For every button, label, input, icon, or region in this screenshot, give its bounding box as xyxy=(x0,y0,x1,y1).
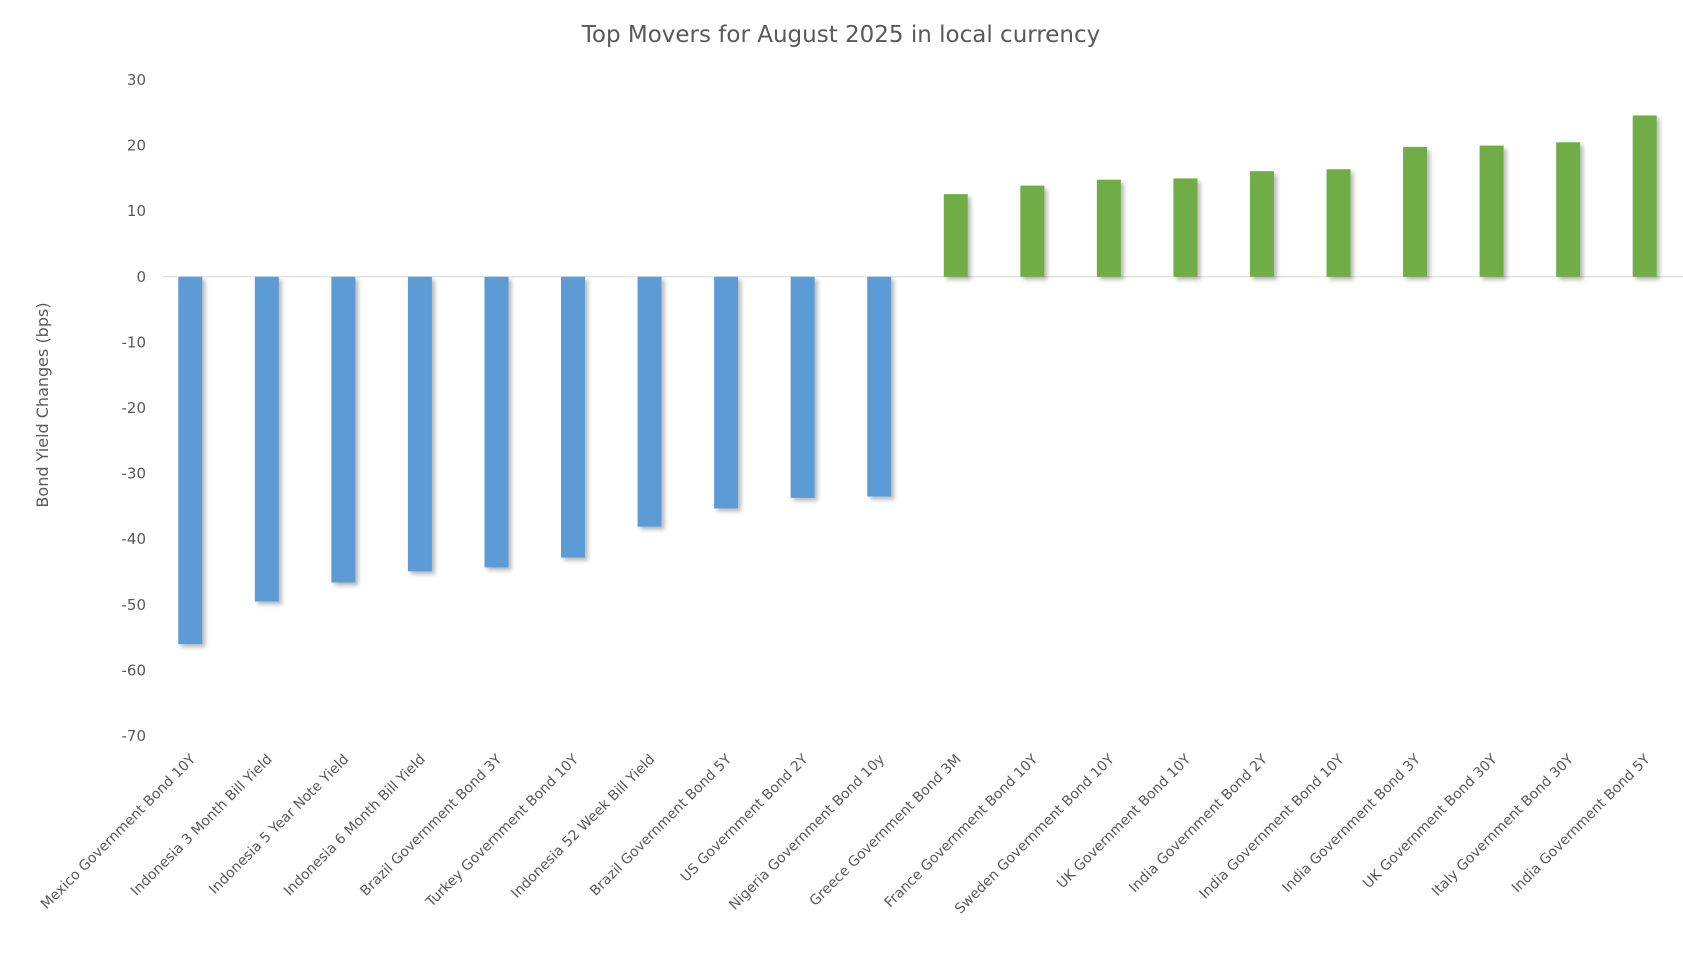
category-label: Italy Government Bond 30Y xyxy=(1429,751,1577,899)
y-tick-label: -10 xyxy=(122,333,147,351)
category-label: Indonesia 52 Week Bill Yield xyxy=(508,752,658,902)
bar xyxy=(1096,179,1121,277)
bar xyxy=(407,276,432,572)
category-label: UK Government Bond 30Y xyxy=(1360,751,1501,892)
y-tick-label: -70 xyxy=(122,727,147,745)
bar xyxy=(867,276,892,497)
bar xyxy=(1556,142,1581,277)
bar xyxy=(561,276,586,558)
bar xyxy=(1249,171,1274,277)
y-tick-label: 10 xyxy=(127,202,146,220)
bar xyxy=(943,194,968,277)
category-label: Brazil Government Bond 3Y xyxy=(357,751,505,899)
y-tick-label: -50 xyxy=(122,596,147,614)
category-label: Turkey Government Bond 10Y xyxy=(422,751,582,911)
bar xyxy=(1326,169,1351,277)
y-tick-label: -60 xyxy=(122,661,147,679)
bar xyxy=(331,276,356,583)
bar xyxy=(637,276,662,527)
category-label: Indonesia 3 Month Bill Yield xyxy=(128,752,276,900)
chart-title: Top Movers for August 2025 in local curr… xyxy=(581,22,1101,48)
y-tick-label: 20 xyxy=(127,137,146,155)
y-tick-label: 0 xyxy=(136,268,146,286)
bars-group xyxy=(178,115,1657,645)
y-tick-label: 30 xyxy=(127,71,146,89)
bar xyxy=(1479,145,1504,277)
category-label: France Government Bond 10Y xyxy=(882,751,1042,911)
y-tick-label: -30 xyxy=(122,465,147,483)
bar xyxy=(484,276,509,568)
category-label: Greece Government Bond 3M xyxy=(807,752,965,910)
category-label: India Government Bond 2Y xyxy=(1126,751,1271,896)
bar xyxy=(254,276,279,602)
bar xyxy=(1403,146,1428,277)
category-label: India Government Bond 10Y xyxy=(1197,751,1348,902)
bar xyxy=(1173,178,1198,277)
category-label: Indonesia 5 Year Note Yield xyxy=(206,752,352,898)
category-label: Nigeria Government Bond 10y xyxy=(726,752,888,914)
bar xyxy=(714,276,739,509)
category-label: Indonesia 6 Month Bill Yield xyxy=(281,752,429,900)
bar xyxy=(790,276,815,498)
bar xyxy=(178,276,203,645)
category-label: Mexico Government Bond 10Y xyxy=(38,751,199,912)
category-label: Sweden Government Bond 10Y xyxy=(952,751,1118,917)
category-label: India Government Bond 3Y xyxy=(1279,751,1424,896)
bar xyxy=(1632,115,1657,277)
y-axis-label: Bond Yield Changes (bps) xyxy=(33,302,52,507)
category-label: India Government Bond 5Y xyxy=(1509,751,1654,896)
category-label: Brazil Government Bond 5Y xyxy=(587,751,735,899)
y-tick-label: -40 xyxy=(122,530,147,548)
category-label: UK Government Bond 10Y xyxy=(1054,751,1195,892)
y-axis-ticks: 30 20 10 0 -10 -20 -30 -40 -50 -60 -70 xyxy=(122,71,147,745)
category-label: US Government Bond 2Y xyxy=(678,751,812,885)
y-tick-label: -20 xyxy=(122,399,147,417)
bar xyxy=(1020,185,1045,277)
